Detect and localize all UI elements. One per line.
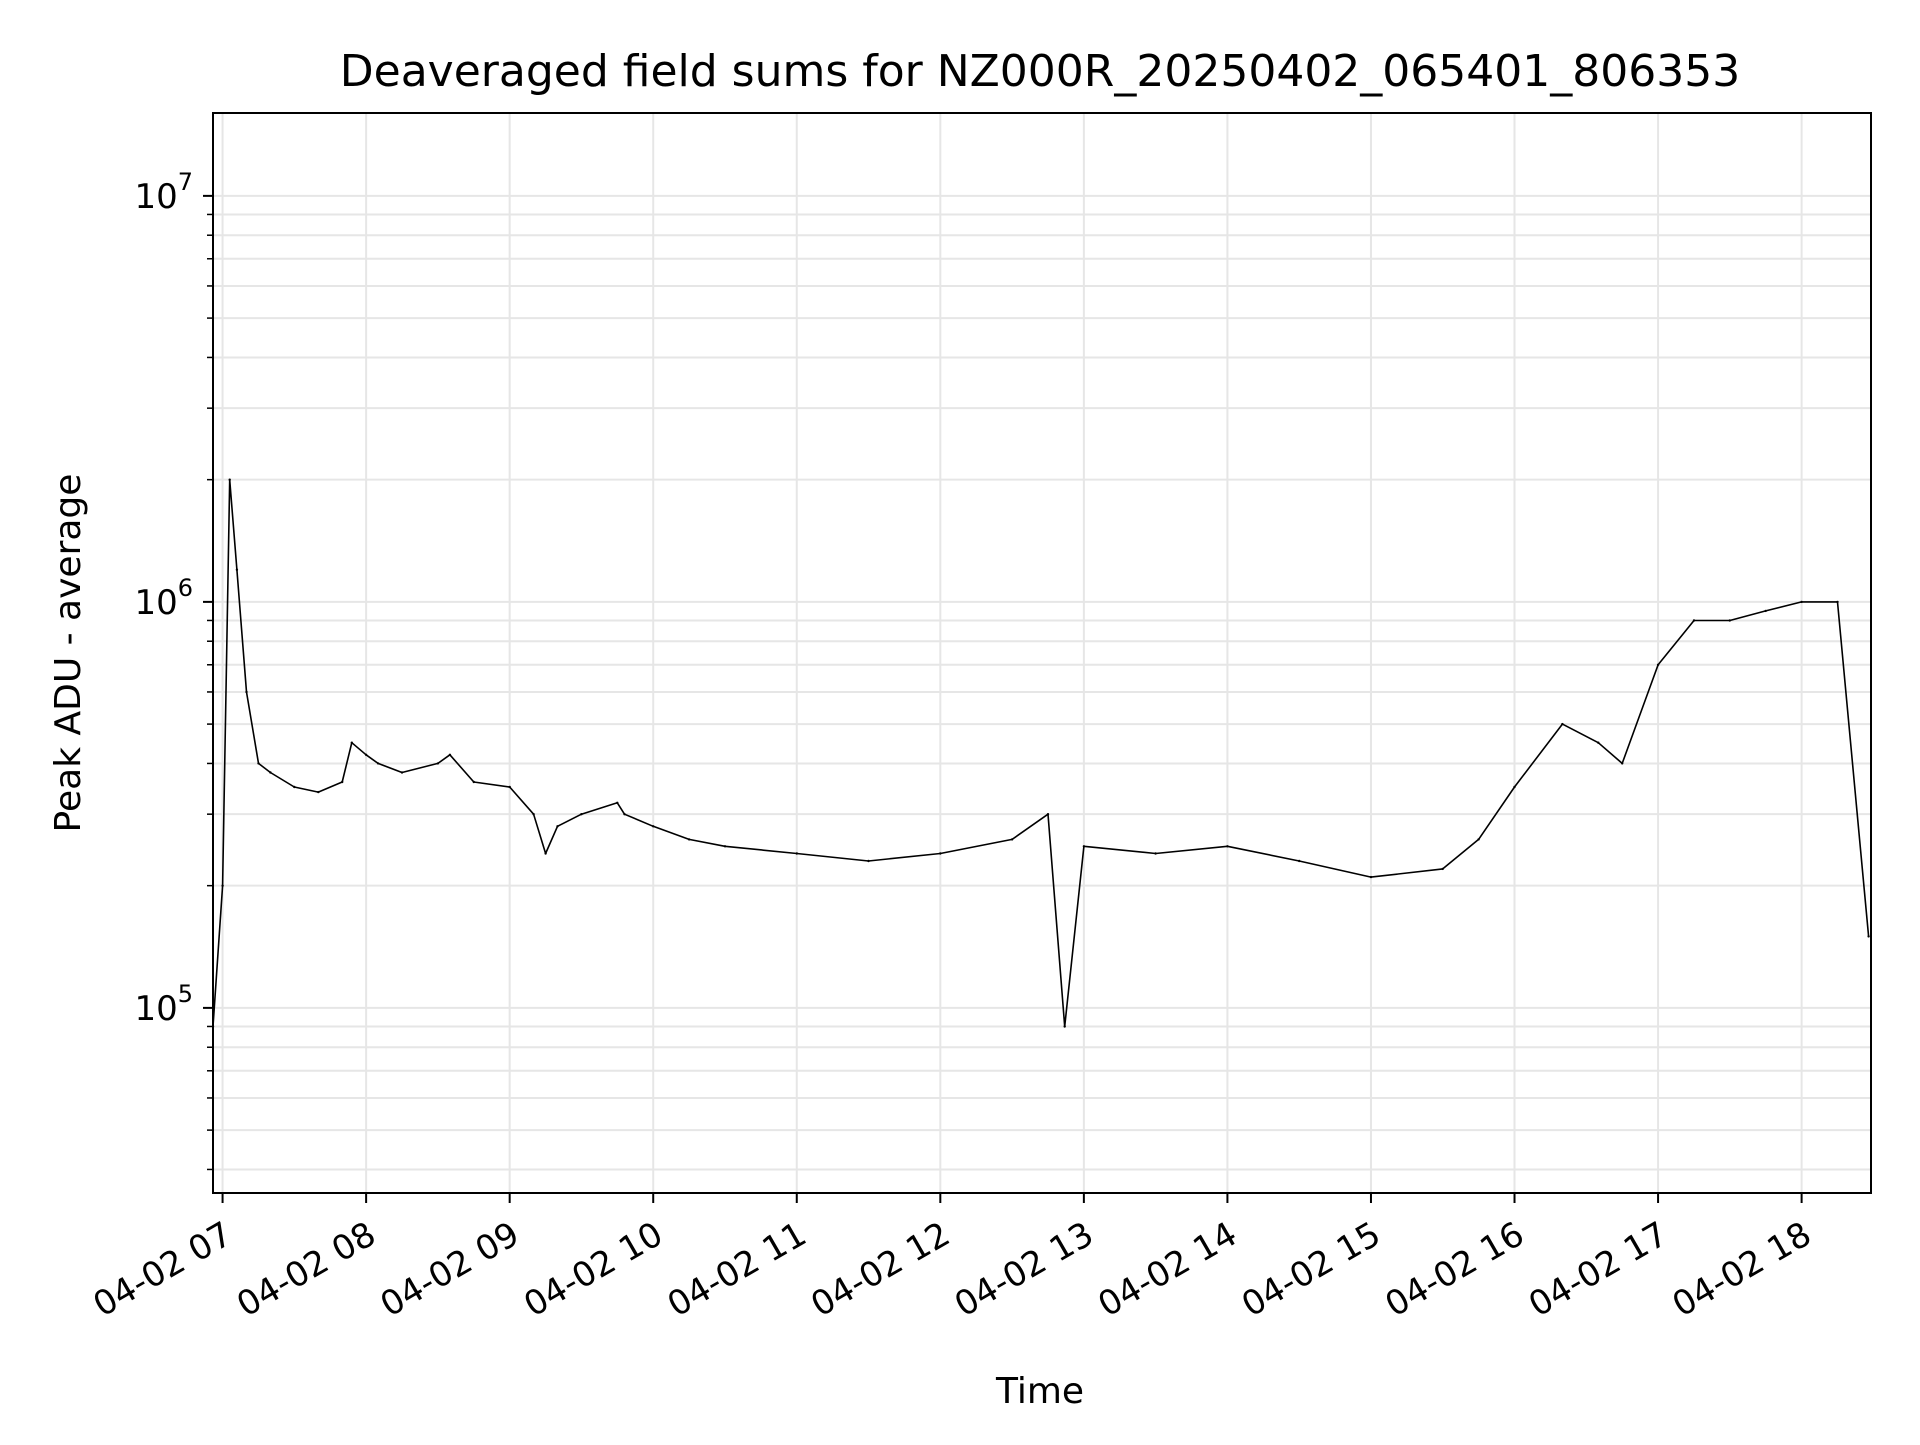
data-point	[623, 813, 626, 816]
data-point	[1063, 1025, 1066, 1028]
data-point	[1800, 600, 1803, 604]
data-point	[1226, 845, 1229, 848]
data-point	[867, 859, 870, 863]
data-point	[1656, 663, 1660, 666]
y-tick-base: 10	[134, 177, 177, 217]
data-point	[556, 825, 559, 828]
y-tick-label: 105	[134, 980, 193, 1029]
data-point	[317, 790, 320, 794]
data-point	[1513, 785, 1516, 789]
data-point	[1369, 875, 1373, 879]
chart-title: Deaveraged field sums for NZ000R_2025040…	[340, 46, 1740, 97]
data-point	[580, 813, 583, 816]
data-point	[228, 478, 231, 481]
data-point	[221, 884, 224, 887]
data-point	[687, 838, 691, 841]
data-point	[376, 762, 380, 765]
data-point	[472, 780, 475, 784]
data-point	[1836, 600, 1839, 604]
y-tick-exponent: 7	[178, 168, 193, 196]
y-tick-base: 10	[134, 989, 177, 1029]
plot-frame	[212, 112, 1872, 1194]
data-point	[257, 762, 260, 765]
data-point	[939, 852, 942, 855]
data-point	[1561, 722, 1564, 726]
data-point	[532, 813, 535, 816]
data-point	[400, 771, 404, 774]
data-point	[1692, 619, 1696, 622]
data-point	[1867, 935, 1870, 938]
y-tick-label: 106	[134, 574, 193, 623]
y-tick-label: 107	[134, 168, 193, 217]
data-point	[1441, 867, 1444, 871]
data-point	[795, 852, 798, 855]
data-point	[364, 753, 368, 756]
data-point	[1010, 838, 1014, 841]
data-point	[652, 825, 655, 828]
data-point	[350, 741, 353, 744]
data-point	[1764, 609, 1767, 613]
data-point	[245, 690, 248, 694]
data-point	[616, 801, 619, 804]
x-axis-label: Time	[995, 1371, 1084, 1412]
data-point	[1046, 813, 1050, 816]
data-point	[269, 771, 272, 774]
y-tick-exponent: 5	[178, 980, 193, 1008]
data-point	[235, 568, 239, 571]
data-point	[293, 785, 296, 789]
y-axis-label: Peak ADU - average	[48, 474, 89, 833]
data-point	[1597, 741, 1600, 744]
data-point	[544, 852, 547, 855]
data-point	[1082, 845, 1086, 848]
data-point	[723, 845, 727, 848]
data-point	[1728, 619, 1732, 622]
data-point	[436, 762, 440, 765]
data-point	[448, 753, 452, 756]
data-point	[341, 780, 344, 784]
data-point	[1477, 838, 1480, 841]
data-point	[1298, 859, 1301, 863]
data-point	[508, 785, 511, 789]
data-point	[1621, 762, 1624, 765]
grid-layer	[213, 113, 1871, 1193]
y-tick-base: 10	[134, 583, 177, 623]
y-tick-exponent: 6	[178, 574, 193, 602]
data-point	[1154, 852, 1157, 855]
